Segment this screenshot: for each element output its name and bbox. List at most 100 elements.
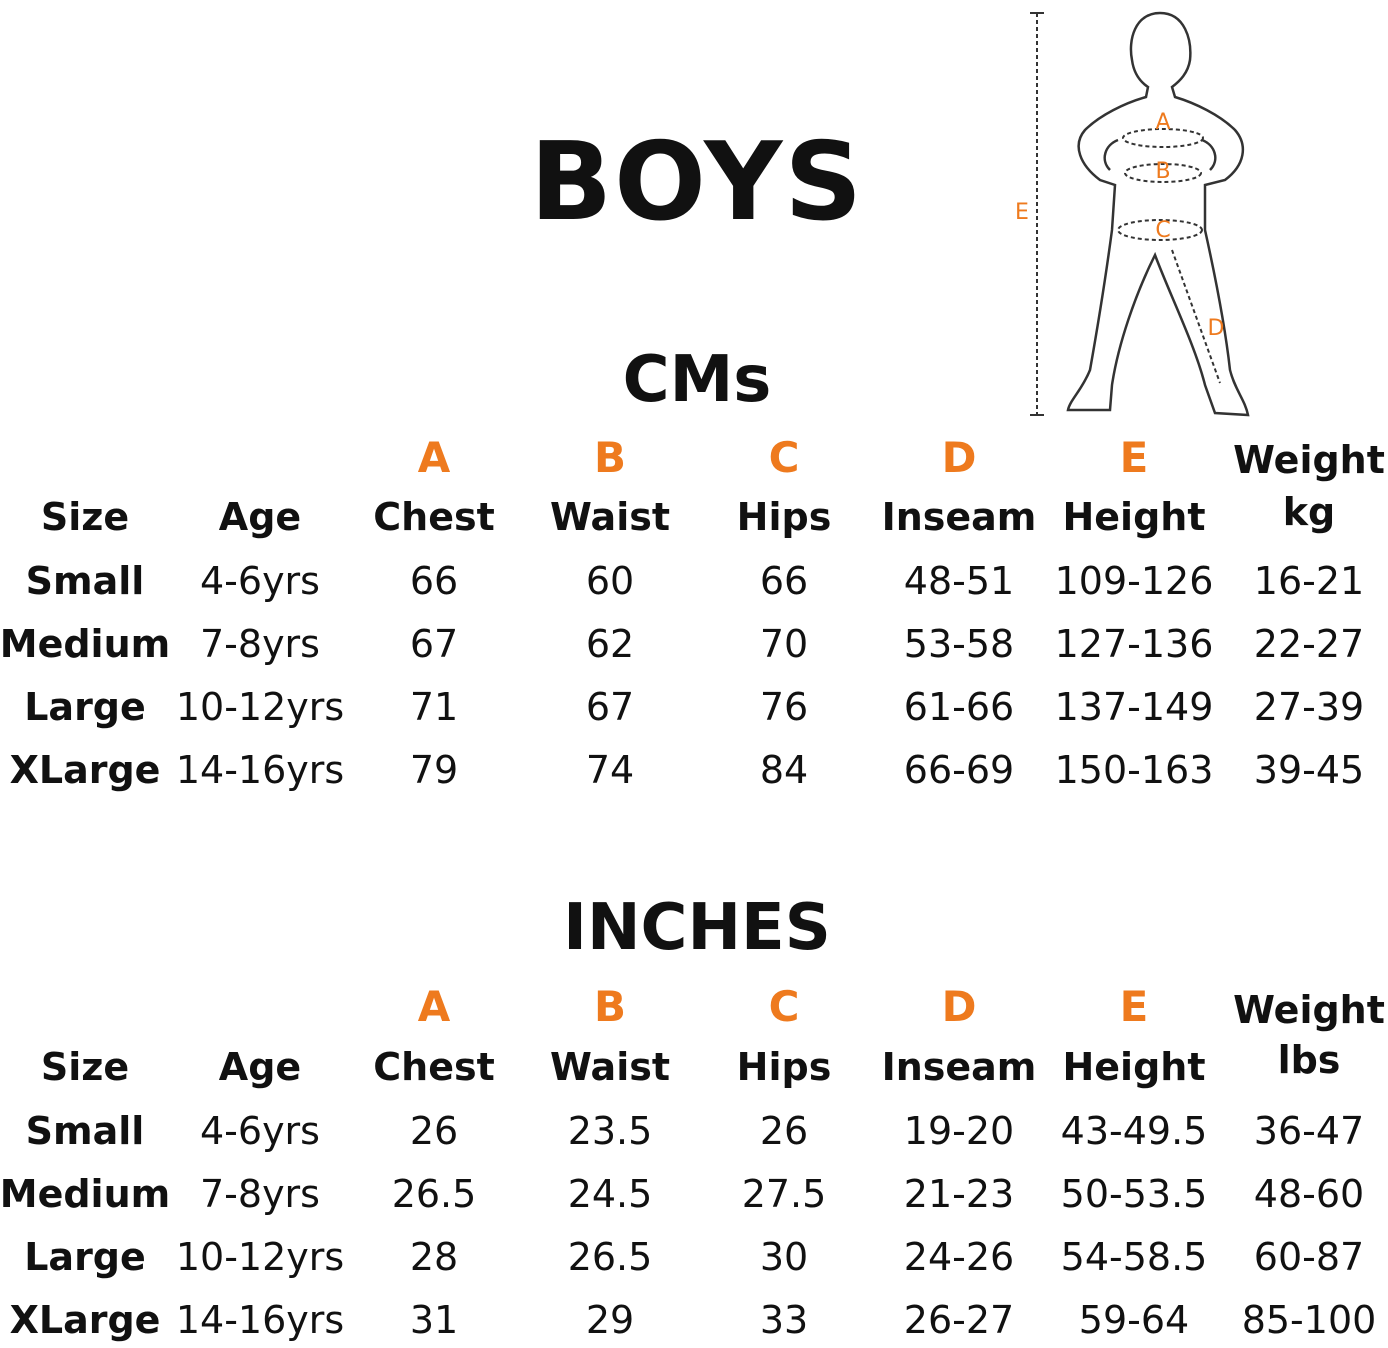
measure-lines — [1030, 12, 1221, 416]
table-cell: 19-20 — [903, 1109, 1015, 1153]
table-cell: 22-27 — [1253, 622, 1365, 666]
table-cell: 62 — [585, 622, 635, 666]
measure-letter: C — [768, 982, 800, 1031]
table-cell: 21-23 — [903, 1172, 1015, 1216]
table-cell: 36-47 — [1253, 1109, 1365, 1153]
table-cell: 26 — [409, 1109, 459, 1153]
column-header: Inseam — [881, 1045, 1037, 1089]
table-cell: 39-45 — [1253, 748, 1365, 792]
column-header: Size — [40, 495, 130, 539]
figure-label: B — [1155, 159, 1170, 184]
table-cell: 71 — [409, 685, 459, 729]
table-cell: 66-69 — [903, 748, 1015, 792]
size-label: Small — [25, 559, 145, 603]
table-cell: 24-26 — [903, 1235, 1015, 1279]
column-header: Weight — [1233, 438, 1385, 482]
size-label: Medium — [0, 622, 171, 666]
measure-letter: B — [593, 982, 627, 1031]
size-label: Large — [24, 1235, 146, 1279]
measure-letter: C — [768, 433, 800, 482]
table-cell: 54-58.5 — [1060, 1235, 1208, 1279]
measure-letter: D — [941, 433, 977, 482]
table-cell: 26.5 — [391, 1172, 477, 1216]
column-header: lbs — [1277, 1038, 1341, 1082]
table-cell: 60-87 — [1253, 1235, 1365, 1279]
column-header: Age — [218, 1045, 302, 1089]
table-cell: 27.5 — [741, 1172, 827, 1216]
table-cell: 10-12yrs — [175, 1235, 345, 1279]
body-figure: AB C D E — [1015, 11, 1250, 417]
table-cell: 26 — [759, 1109, 809, 1153]
table-cell: 16-21 — [1253, 559, 1365, 603]
table-cell: 84 — [759, 748, 809, 792]
table-cell: 79 — [409, 748, 459, 792]
measure-letter: B — [593, 433, 627, 482]
table-cell: 26.5 — [567, 1235, 653, 1279]
column-header: Height — [1062, 495, 1206, 539]
table-cell: 48-51 — [903, 559, 1015, 603]
column-header: Height — [1062, 1045, 1206, 1089]
table-cell: 26-27 — [903, 1298, 1015, 1342]
figure-label: C — [1155, 218, 1170, 243]
table-cell: 50-53.5 — [1060, 1172, 1208, 1216]
table-cell: 29 — [585, 1298, 635, 1342]
measure-letter: A — [417, 982, 451, 1031]
column-header: Weight — [1233, 988, 1385, 1032]
table-cell: 48-60 — [1253, 1172, 1365, 1216]
table-cell: 28 — [409, 1235, 459, 1279]
table-cell: 66 — [759, 559, 809, 603]
table-cell: 60 — [585, 559, 635, 603]
figure-outline — [1066, 11, 1250, 417]
table-cell: 10-12yrs — [175, 685, 345, 729]
table-cell: 14-16yrs — [175, 1298, 345, 1342]
table-cell: 150-163 — [1054, 748, 1214, 792]
section-title: CMs — [622, 343, 772, 417]
table-cell: 31 — [409, 1298, 459, 1342]
measure-letter: D — [941, 982, 977, 1031]
table-cell: 137-149 — [1054, 685, 1214, 729]
column-header: kg — [1282, 490, 1336, 534]
size-label: Small — [25, 1109, 145, 1153]
table-cell: 27-39 — [1253, 685, 1365, 729]
measure-letter: E — [1119, 982, 1149, 1031]
table-cell: 53-58 — [903, 622, 1015, 666]
page-title: BOYS — [529, 120, 865, 245]
table-cell: 7-8yrs — [200, 622, 320, 666]
measure-letter: E — [1119, 433, 1149, 482]
column-header: Chest — [373, 1045, 495, 1089]
column-header: Hips — [736, 495, 832, 539]
table-cell: 4-6yrs — [200, 559, 320, 603]
table-cell: 66 — [409, 559, 459, 603]
figure-label: A — [1155, 110, 1170, 135]
table-cell: 43-49.5 — [1060, 1109, 1208, 1153]
figure-label: E — [1015, 200, 1029, 225]
table-cell: 23.5 — [567, 1109, 653, 1153]
column-header: Hips — [736, 1045, 832, 1089]
figure-label: D — [1208, 316, 1225, 341]
table-cell: 4-6yrs — [200, 1109, 320, 1153]
column-header: Waist — [549, 1045, 671, 1089]
table-cell: 30 — [759, 1235, 809, 1279]
table-cell: 74 — [585, 748, 635, 792]
section-title: INCHES — [563, 891, 831, 965]
size-label: XLarge — [9, 1298, 161, 1342]
table-cell: 67 — [585, 685, 635, 729]
table-cell: 85-100 — [1241, 1298, 1377, 1342]
table-cell: 24.5 — [567, 1172, 653, 1216]
table-cell: 33 — [759, 1298, 809, 1342]
table-cell: 70 — [759, 622, 809, 666]
size-label: XLarge — [9, 748, 161, 792]
column-header: Waist — [549, 495, 671, 539]
size-label: Large — [24, 685, 146, 729]
measure-letter: A — [417, 433, 451, 482]
column-header: Size — [40, 1045, 130, 1089]
size-label: Medium — [0, 1172, 171, 1216]
column-header: Age — [218, 495, 302, 539]
table-cell: 67 — [409, 622, 459, 666]
column-header: Inseam — [881, 495, 1037, 539]
column-header: Chest — [373, 495, 495, 539]
table-cell: 76 — [759, 685, 809, 729]
table-cell: 109-126 — [1054, 559, 1214, 603]
table-cell: 127-136 — [1054, 622, 1214, 666]
